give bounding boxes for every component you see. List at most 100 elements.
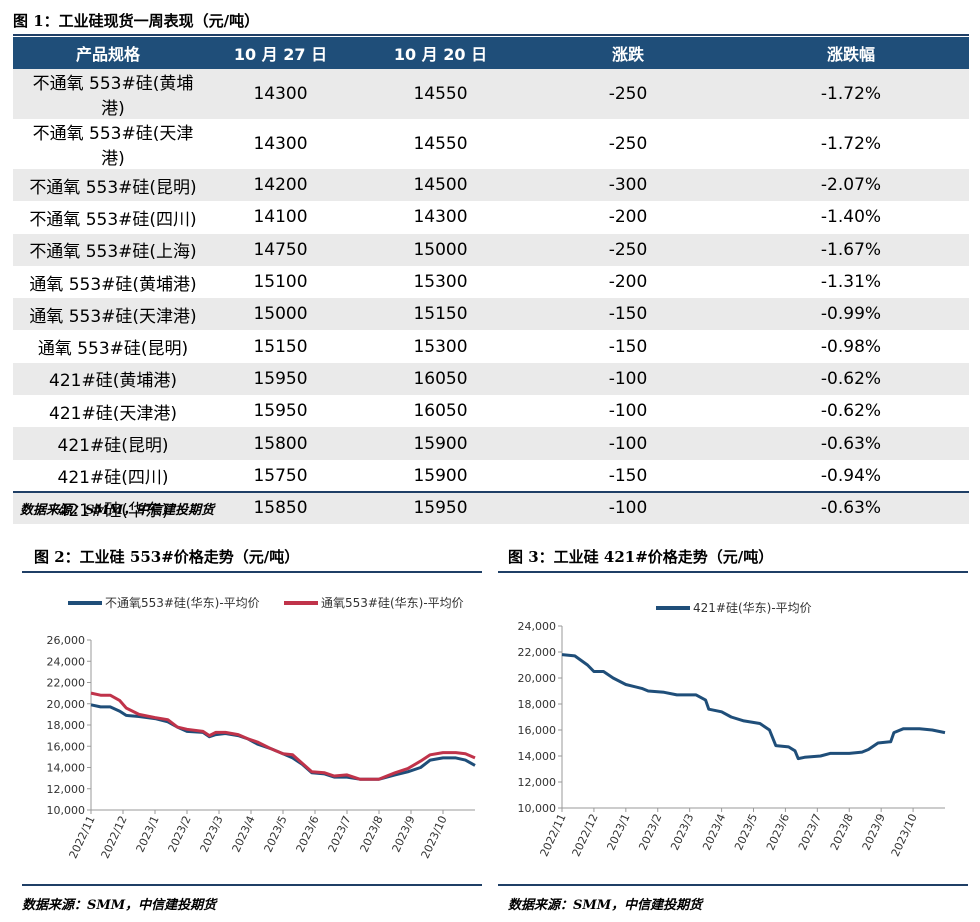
table-row: 不通氧 553#硅(四川) 14100 14300 -200 -1.40% [13,201,969,234]
cell-product: 421#硅(四川) [13,459,203,492]
cell-product: 不通氧 553#硅(上海) [13,233,203,266]
cell-product: 421#硅(华东) [13,491,203,525]
cell-change: -250 [523,69,733,119]
cell-oct27: 15100 [203,265,358,299]
cell-oct20: 15000 [358,233,523,266]
table-row: 421#硅(四川) 15750 15900 -150 -0.94% [13,459,969,492]
cell-change: -200 [523,201,733,234]
cell-oct20: 16050 [358,362,523,396]
cell-oct27: 15750 [203,459,358,492]
y-tick-label: 22,000 [47,677,86,690]
cell-oct27: 15000 [203,298,358,331]
cell-change-pct: -1.72% [733,69,969,119]
table-row: 421#硅(黄埔港) 15950 16050 -100 -0.62% [13,362,969,396]
cell-oct20: 14500 [358,169,523,202]
table-row: 通氧 553#硅(昆明) 15150 15300 -150 -0.98% [13,330,969,363]
y-tick-label: 14,000 [518,750,557,763]
cell-product: 不通氧 553#硅(黄埔港) [13,69,203,119]
x-tick-label: 2023/2 [166,814,194,855]
y-tick-label: 14,000 [47,762,86,775]
y-tick-label: 20,000 [518,672,557,685]
x-tick-label: 2023/1 [134,814,162,855]
x-tick-label: 2023/5 [732,812,760,853]
cell-oct27: 15800 [203,427,358,460]
cell-change-pct: -0.99% [733,298,969,331]
cell-change-pct: -0.63% [733,491,969,525]
y-tick-label: 16,000 [518,724,557,737]
cell-product: 通氧 553#硅(黄埔港) [13,265,203,299]
chart-421-price: 10,000 12,000 14,000 16,000 18,000 20,000 22,0… [518,601,946,859]
cell-oct27: 14300 [203,69,358,119]
legend-label-0: 421#硅(华东)-平均价 [693,601,812,615]
cell-product: 通氧 553#硅(天津港) [13,298,203,331]
x-tick-label: 2023/3 [198,814,226,855]
cell-change-pct: -0.98% [733,330,969,363]
x-tick-label: 2023/8 [358,814,386,855]
fig1-source: 数据来源：SMM，中信建投期货 [20,503,215,518]
table-row: 不通氧 553#硅(昆明) 14200 14500 -300 -2.07% [13,169,969,202]
x-tick-label: 2023/10 [889,812,920,859]
cell-oct27: 15850 [203,491,358,525]
fig3-title: 图 3：工业硅 421#价格走势（元/吨） [508,548,774,566]
x-tick-label: 2023/4 [230,814,258,855]
y-tick-label: 18,000 [518,698,557,711]
table-row: 不通氧 553#硅(天津港) 14300 14550 -250 -1.72% [13,119,969,169]
y-tick-label: 10,000 [47,804,86,817]
cell-oct27: 14300 [203,119,358,169]
cell-change-pct: -0.62% [733,395,969,428]
y-tick-label: 16,000 [47,740,86,753]
cell-change: -100 [523,427,733,460]
cell-oct20: 15300 [358,265,523,299]
y-tick-label: 20,000 [47,698,86,711]
fig3-bottom-rule [498,884,968,886]
series-line-0 [561,653,946,761]
cell-change: -150 [523,459,733,492]
x-tick-label: 2023/5 [262,814,290,855]
fig2-source: 数据来源：SMM，中信建投期货 [22,898,217,913]
cell-change: -200 [523,265,733,299]
table-row: 421#硅(华东) 15850 15950 -100 -0.63% [13,491,969,525]
x-tick-label: 2023/7 [796,812,824,853]
cell-change-pct: -1.31% [733,265,969,299]
fig1-bottom-rule [13,491,969,493]
cell-change: -250 [523,119,733,169]
cell-oct20: 15900 [358,459,523,492]
y-tick-label: 26,000 [47,634,86,647]
cell-change: -300 [523,169,733,202]
y-tick-label: 10,000 [518,802,557,815]
x-tick-label: 2023/7 [326,814,354,855]
cell-change-pct: -0.62% [733,362,969,396]
x-tick-label: 2023/1 [604,812,632,853]
fig3-source: 数据来源：SMM，中信建投期货 [508,898,703,913]
cell-oct20: 15150 [358,298,523,331]
cell-change: -100 [523,362,733,396]
spot-price-table: 产品规格 10 月 27 日 10 月 20 日 涨跌 涨跌幅 不通氧 553#… [13,37,969,525]
x-tick-label: 2023/2 [636,812,664,853]
cell-change-pct: -1.72% [733,119,969,169]
series-line-1 [90,691,476,781]
x-tick-label: 2022/12 [570,812,601,859]
cell-oct27: 15150 [203,330,358,363]
cell-product: 不通氧 553#硅(天津港) [13,119,203,169]
fig2-top-rule [22,571,482,573]
table-row: 421#硅(昆明) 15800 15900 -100 -0.63% [13,427,969,460]
table-row: 421#硅(天津港) 15950 16050 -100 -0.62% [13,395,969,428]
cell-change: -150 [523,298,733,331]
x-tick-label: 2023/9 [860,812,888,853]
cell-oct27: 15950 [203,395,358,428]
legend-label-1: 通氧553#硅(华东)-平均价 [321,596,464,610]
cell-change-pct: -1.67% [733,233,969,266]
fig1-title: 图 1：工业硅现货一周表现（元/吨） [13,12,260,30]
y-tick-label: 12,000 [518,776,557,789]
y-tick-label: 18,000 [47,719,86,732]
x-tick-label: 2023/9 [390,814,418,855]
cell-change-pct: -0.63% [733,427,969,460]
x-tick-label: 2023/6 [294,814,322,855]
fig1-top-rule [13,34,969,36]
cell-change: -150 [523,330,733,363]
y-tick-label: 22,000 [518,646,557,659]
cell-oct20: 16050 [358,395,523,428]
x-tick-label: 2023/8 [828,812,856,853]
header-oct20: 10 月 20 日 [358,37,523,69]
cell-product: 不通氧 553#硅(四川) [13,201,203,234]
